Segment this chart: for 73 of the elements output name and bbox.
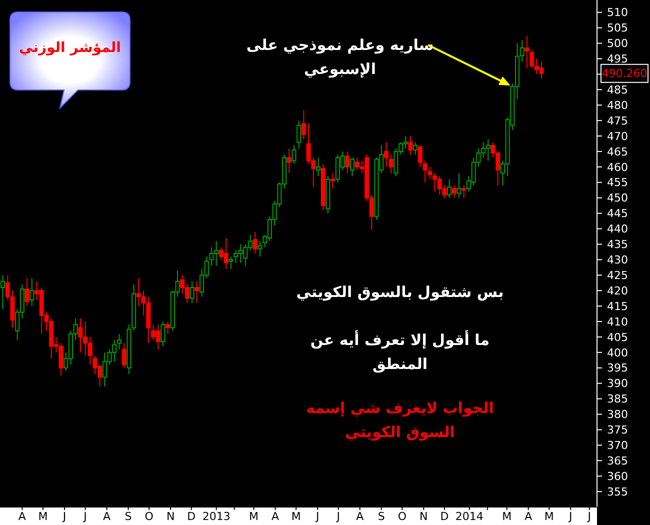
x-tick-label: 2013 [202, 510, 230, 523]
y-tick-label: 435 [607, 238, 628, 252]
y-tick-label: 470 [607, 130, 628, 143]
x-tick-label: 2014 [455, 510, 484, 523]
x-tick-label: J [82, 510, 87, 523]
annotation: ساريه وعلم نموذجي على الإسبوعي [246, 36, 434, 78]
x-tick-label: J [586, 510, 591, 523]
candlestick [0, 274, 6, 310]
x-tick-label: A [18, 510, 26, 523]
y-tick-label: 495 [607, 52, 628, 66]
x-tick-label: J [336, 510, 340, 523]
x-tick-label: J [314, 510, 320, 523]
y-tick-label: 360 [607, 470, 628, 483]
x-tick-label: O [144, 510, 154, 523]
x-tick-label: A [524, 510, 533, 523]
y-tick-label: 355 [607, 485, 628, 498]
x-tick-label: S [378, 510, 385, 523]
x-tick-label: O [398, 510, 407, 523]
x-tick-label: J [568, 510, 572, 523]
y-tick-label: 400 [607, 346, 628, 360]
y-tick-label: 420 [607, 284, 628, 298]
y-tick-label: 450 [607, 192, 628, 205]
x-tick-label: M [249, 510, 259, 523]
y-tick-label: 475 [607, 114, 628, 128]
annotation: بس شتقول بالسوق الكويتي [296, 283, 504, 301]
y-tick-label: 410 [607, 315, 628, 328]
y-tick-label: 440 [607, 222, 628, 236]
y-tick-label: 370 [607, 439, 628, 452]
y-tick-label: 455 [607, 176, 628, 190]
y-tick-label: 385 [607, 392, 628, 406]
annotation: الجواب لايعرف شي إسمه السوق الكويتي [306, 399, 494, 441]
y-tick-label: 460 [607, 160, 628, 174]
x-tick-label: A [272, 510, 280, 523]
y-tick-label: 510 [607, 6, 628, 20]
y-tick-label: 425 [607, 268, 628, 282]
y-tick-label: 445 [607, 207, 628, 220]
y-tick-label: 485 [607, 84, 628, 96]
y-tick-label: 365 [607, 454, 628, 468]
candlestick [520, 40, 524, 62]
y-tick-label: 380 [607, 408, 628, 422]
x-tick-label: D [187, 510, 196, 523]
x-tick-label: M [291, 510, 301, 523]
y-tick-label: 415 [607, 300, 628, 313]
y-tick-label: 430 [607, 254, 628, 267]
candlestick [456, 172, 462, 198]
x-tick-label: M [502, 510, 512, 523]
x-tick-label: J [62, 510, 66, 523]
y-tick-label: 480 [607, 98, 628, 112]
candlestick [286, 148, 292, 174]
y-tick-label: 505 [607, 22, 628, 35]
y-tick-label: 390 [607, 377, 628, 390]
candlestick [132, 284, 136, 332]
candlestick [524, 35, 530, 69]
annotation: ما أقول إلا تعرف أيه عن المنطق [310, 330, 490, 373]
x-tick-label: M [544, 510, 554, 523]
y-tick-label: 500 [607, 37, 628, 50]
text: المؤشر الوزني [19, 40, 121, 56]
candlestick [330, 172, 336, 190]
y-tick-label: 375 [607, 424, 628, 437]
x-tick-label: N [166, 510, 175, 523]
x-tick-label: S [124, 510, 132, 523]
x-tick-label: N [420, 510, 428, 523]
x-tick-label: M [38, 510, 48, 523]
candlestick [384, 142, 388, 168]
y-tick-label: 405 [607, 330, 628, 344]
x-tick-label: D [440, 510, 449, 523]
y-tick-label: 395 [607, 362, 628, 375]
x-tick-label: A [103, 510, 112, 523]
y-tick-label: 465 [607, 145, 628, 158]
candlestick [258, 240, 262, 258]
x-tick-label: A [356, 510, 364, 523]
candlestick [326, 176, 330, 214]
text: 490.260 [602, 67, 648, 80]
